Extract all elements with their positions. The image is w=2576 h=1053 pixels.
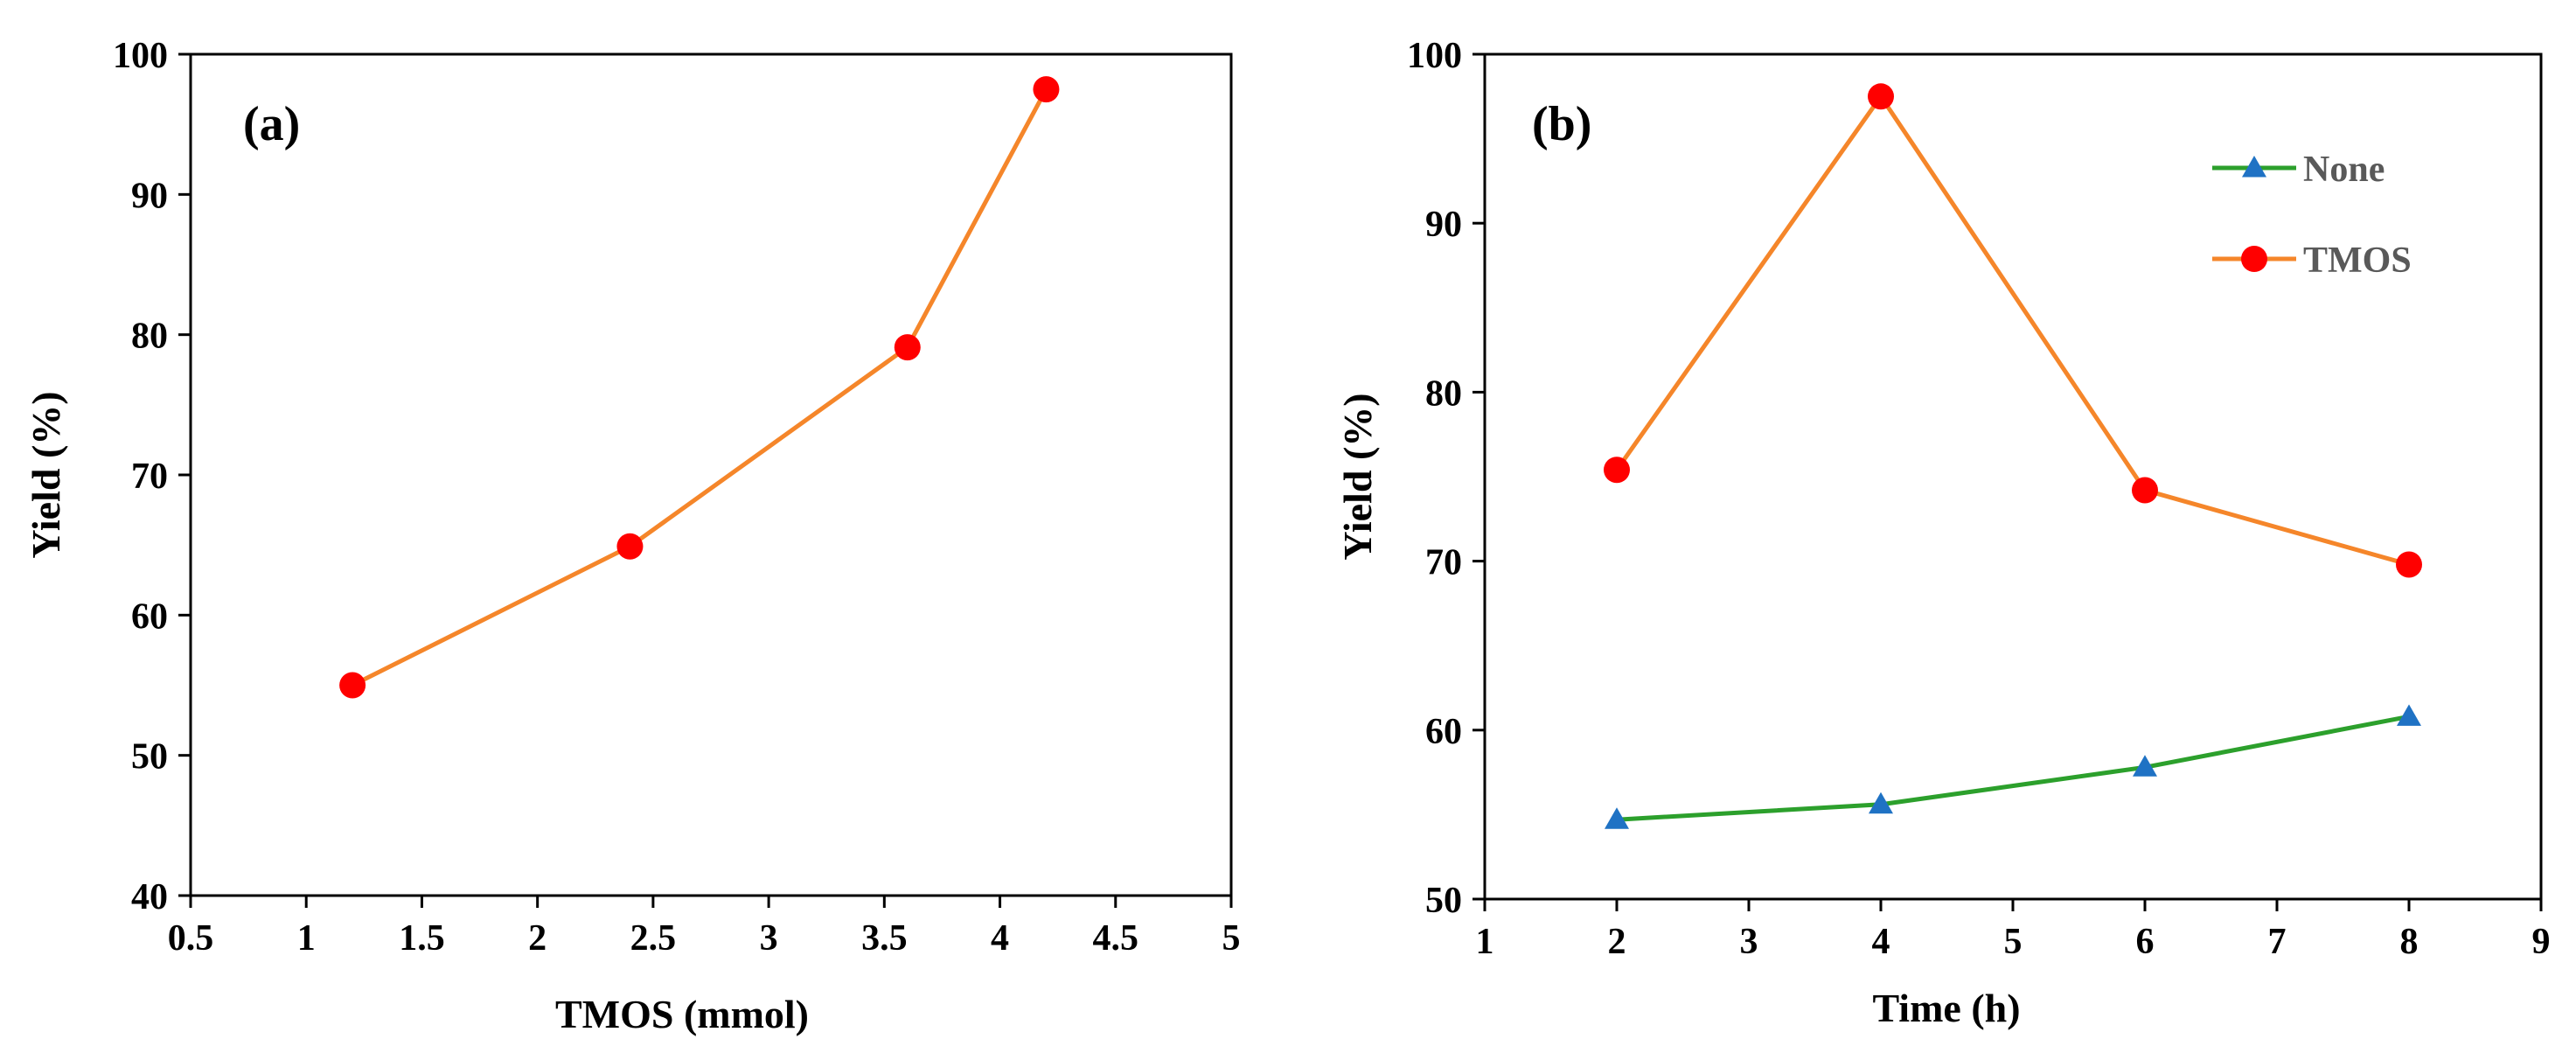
y-tick-label: 90	[131, 176, 168, 216]
legend-label-none: None	[2303, 150, 2385, 190]
x-tick-label: 9	[2532, 922, 2551, 962]
x-tick-label: 5	[1222, 918, 1241, 959]
x-tick-label: 2	[528, 918, 547, 959]
y-tick-label: 70	[131, 457, 168, 497]
x-tick-label: 5	[2004, 922, 2023, 962]
chart-panel-a: (a) TMOS (mmol) Yield (%) 0.5 1 1.5 2 2.5 3 3.…	[24, 36, 1241, 1036]
data-point-none	[1605, 807, 1629, 829]
data-point-tmos	[2396, 551, 2422, 578]
y-tick-label: 40	[131, 877, 168, 917]
x-tick-label: 3.5	[861, 918, 908, 959]
x-tick-label: 8	[2400, 922, 2419, 962]
data-point-none	[2133, 755, 2157, 777]
x-tick-label: 7	[2268, 922, 2287, 962]
data-point-tmos	[616, 533, 644, 560]
legend-marker-tmos	[2241, 246, 2267, 272]
legend-marker-none	[2242, 156, 2266, 178]
x-tick-label: 1.5	[399, 918, 445, 959]
x-tick-label: 4.5	[1093, 918, 1139, 959]
series-layer-b	[1604, 83, 2422, 829]
y-tick-label: 60	[1425, 712, 1462, 752]
x-axis-title-a: TMOS (mmol)	[555, 992, 809, 1036]
series-line-none	[1616, 714, 2410, 822]
x-tick-label: 4	[991, 918, 1009, 959]
data-point-tmos	[2132, 477, 2158, 504]
data-point-tmos	[1868, 83, 1894, 110]
legend-label-tmos: TMOS	[2303, 241, 2412, 281]
x-tick-label: 2.5	[630, 918, 677, 959]
x-tick-label: 6	[2136, 922, 2155, 962]
x-tick-label: 0.5	[168, 918, 214, 959]
y-axis-title-a: Yield (%)	[24, 391, 68, 558]
x-tick-label: 1	[1476, 922, 1494, 962]
y-tick-label: 100	[1407, 36, 1462, 76]
data-point-tmos	[1033, 76, 1060, 103]
data-point-tmos	[894, 334, 921, 361]
x-tick-label: 2	[1608, 922, 1626, 962]
chart-panel-b: (b) Time (h) Yield (%) 1 2 3 4 5 6 7 8 9 50 60 70 80…	[1335, 36, 2551, 1030]
plot-area-a	[189, 52, 1233, 897]
series-line-tmos	[1614, 94, 2410, 567]
tick-group-a: 0.5 1 1.5 2 2.5 3 3.5 4 4.5 5 40 50 60 70 80 90 100	[113, 36, 1241, 959]
tick-group-b: 1 2 3 4 5 6 7 8 9 50 60 70 80 90 100	[1407, 36, 2551, 962]
x-tick-label: 1	[297, 918, 316, 959]
panel-label-b: (b)	[1532, 97, 1591, 151]
legend-b: None TMOS	[2212, 150, 2412, 281]
series-layer-a	[339, 76, 1060, 699]
series-line-tmos	[351, 87, 1048, 687]
y-tick-label: 80	[131, 317, 168, 357]
x-tick-label: 3	[760, 918, 778, 959]
y-tick-label: 100	[113, 36, 168, 76]
x-tick-label: 3	[1740, 922, 1758, 962]
y-tick-label: 60	[131, 596, 168, 637]
data-point-none	[2397, 704, 2421, 726]
x-axis-title-b: Time (h)	[1872, 986, 2020, 1030]
y-tick-label: 70	[1425, 543, 1462, 583]
y-tick-label: 90	[1425, 205, 1462, 245]
x-tick-label: 4	[1872, 922, 1890, 962]
y-axis-title-b: Yield (%)	[1335, 393, 1380, 560]
panel-label-a: (a)	[243, 97, 300, 151]
data-point-tmos	[339, 672, 366, 699]
y-tick-label: 50	[131, 737, 168, 778]
y-tick-label: 50	[1425, 881, 1462, 921]
data-point-tmos	[1604, 457, 1630, 484]
data-point-none	[1869, 791, 1893, 814]
y-tick-label: 80	[1425, 373, 1462, 414]
